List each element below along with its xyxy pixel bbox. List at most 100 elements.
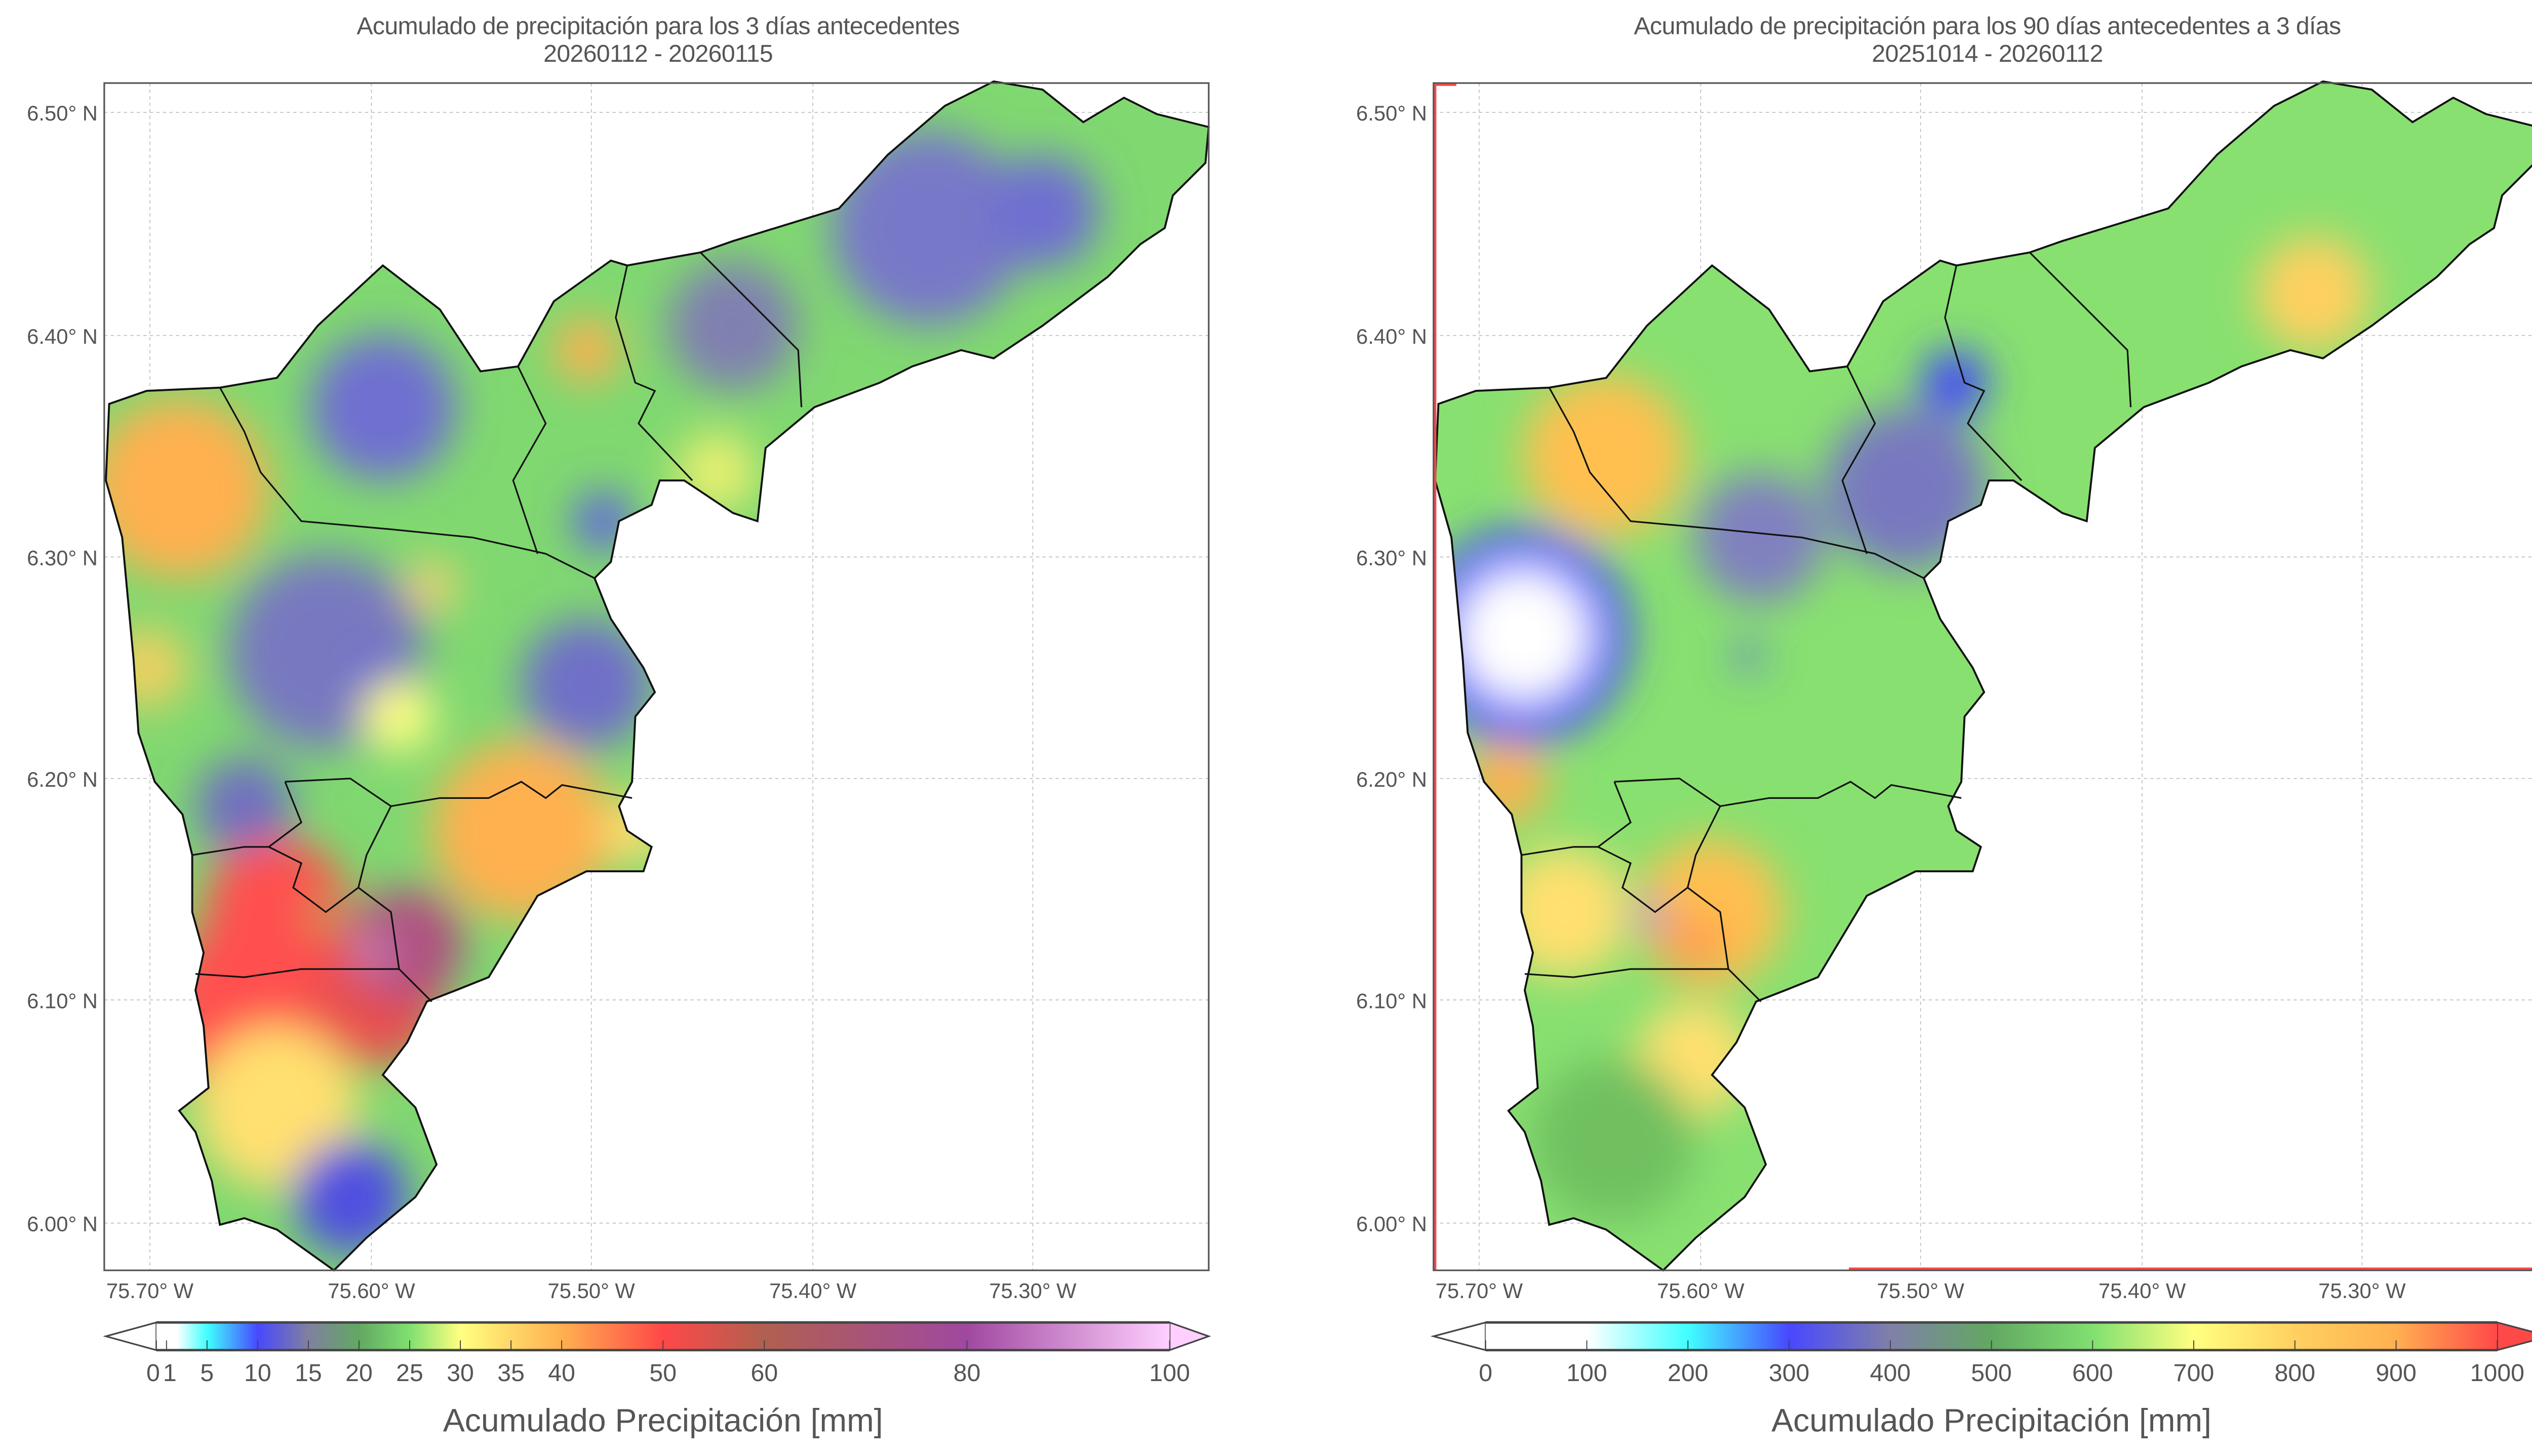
municipality-boundary (192, 846, 269, 856)
precip-cell (431, 741, 611, 920)
date-range: 20251014 - 20260112 (1872, 41, 2103, 69)
panel-left-title: Acumulado de precipitación para los 3 dí… (104, 13, 1212, 68)
colorbar-tick-label: 25 (396, 1359, 423, 1387)
lon-tick-label: 75.50° W (548, 1279, 636, 1303)
colorbar-tick-label: 1 (163, 1359, 177, 1387)
precip-cell (573, 492, 632, 551)
colorbar-extend-under (1430, 1321, 1487, 1351)
lon-tick-label: 75.60° W (328, 1279, 415, 1303)
lat-tick-label: 6.10° N (27, 989, 98, 1013)
precip-cell (676, 431, 758, 513)
region-outline (105, 80, 1210, 1272)
municipality-boundary (512, 366, 547, 554)
municipality-boundary (700, 252, 803, 408)
lon-tick-label: 75.40° W (769, 1279, 857, 1303)
precip-cell (830, 130, 1026, 326)
lat-tick-label: 6.50° N (27, 101, 98, 125)
colorbar-tick-label: 0 (1479, 1359, 1492, 1387)
precip-cell (603, 798, 668, 864)
lon-tick-label: 75.70° W (1436, 1279, 1523, 1303)
colorbar-tick-label: 60 (750, 1359, 778, 1387)
lon-tick-label: 75.30° W (2318, 1279, 2406, 1303)
colorbar-tick-label: 40 (548, 1359, 575, 1387)
colorbar-tick-label: 400 (1870, 1359, 1911, 1387)
municipality-boundary (1614, 778, 1722, 888)
lon-tick-label: 75.50° W (1877, 1279, 1964, 1303)
municipality-boundary (1521, 846, 1598, 856)
colorbar-tick-label: 20 (345, 1359, 373, 1387)
axes-frame (103, 82, 1210, 1271)
precip-cell (667, 260, 799, 391)
lat-tick-label: 6.10° N (1356, 989, 1427, 1013)
precip-cell (309, 334, 456, 481)
lon-tick-label: 75.60° W (1657, 1279, 1745, 1303)
precip-cell (195, 757, 294, 855)
colorbar-extend-over (1169, 1321, 1211, 1352)
precip-cell (1637, 902, 1664, 928)
colorbar-tick-label: 900 (2376, 1359, 2417, 1387)
colorbar-tick-label: 100 (1149, 1359, 1190, 1387)
lat-tick-label: 6.20° N (27, 767, 98, 791)
precip-field (1435, 83, 2532, 1271)
precip-cell (1466, 741, 1548, 823)
colorbar-tick-label: 10 (244, 1359, 271, 1387)
municipality-boundary (219, 387, 595, 579)
date-range: 20260112 - 20260115 (543, 41, 773, 69)
colorbar-label: Acumulado Precipitación [mm] (443, 1402, 883, 1439)
precip-cell (985, 154, 1100, 269)
colorbar-tick-label: 700 (2173, 1359, 2214, 1387)
axes-frame (1433, 82, 2532, 1271)
municipality-boundary (615, 265, 693, 481)
colorbar-tick-label: 50 (649, 1359, 677, 1387)
field-blobs (106, 130, 1100, 1255)
precip-cell (350, 887, 464, 1002)
colorbar-tick-label: 300 (1769, 1359, 1810, 1387)
colorbar-tick-label: 35 (497, 1359, 525, 1387)
precip-cell (407, 561, 456, 611)
municipality-boundary (2029, 252, 2132, 408)
municipality-boundary (267, 781, 432, 1002)
panel-right-title: Acumulado de precipitación para los 90 d… (1434, 13, 2532, 68)
precip-cell (1734, 643, 1761, 670)
precip-cell (2256, 236, 2370, 350)
precip-cell (1824, 407, 1988, 570)
municipality-boundary (1720, 781, 1962, 807)
precip-cell (195, 1026, 359, 1189)
municipality-boundary (1944, 265, 2023, 481)
colorbar-tick-label: 800 (2275, 1359, 2316, 1387)
municipality-boundary (1548, 387, 1924, 579)
precip-cell (1661, 912, 1727, 978)
colorbar-tick-label: 15 (295, 1359, 322, 1387)
colorbar-tick-label: 100 (1566, 1359, 1607, 1387)
colorbar-tick-label: 200 (1668, 1359, 1709, 1387)
precip-cell (1531, 1059, 1694, 1222)
municipality-boundary (285, 778, 392, 888)
colorbar-tick-label: 600 (2072, 1359, 2113, 1387)
map-panel-right: 75.70° W 75.60° W 75.50° W 75.40° W 75.30° W… (1356, 80, 2532, 1439)
lat-tick-label: 6.50° N (1356, 101, 1427, 125)
title-line: Acumulado de precipitación para los 3 dí… (357, 13, 960, 41)
colorbar: 0 100 200 300 400 500 600 700 800 900 1000 Acumulad… (1430, 1321, 2532, 1439)
precip-cell (1922, 350, 1988, 416)
precip-cell (106, 627, 187, 709)
lat-tick-label: 6.20° N (1356, 767, 1427, 791)
municipality-boundary (1524, 968, 1729, 978)
lon-tick-label: 75.70° W (106, 1279, 194, 1303)
colorbar-tick-label: 30 (447, 1359, 474, 1387)
lat-tick-label: 6.30° N (27, 546, 98, 570)
municipality-boundary (1841, 366, 1876, 554)
lat-tick-label: 6.00° N (1356, 1212, 1427, 1236)
lon-tick-label: 75.40° W (2099, 1279, 2186, 1303)
lon-tick-label: 75.30° W (989, 1279, 1077, 1303)
municipality-boundary (1596, 781, 1762, 1002)
precip-cell (553, 317, 619, 383)
lat-tick-label: 6.40° N (1356, 325, 1427, 348)
colorbar-extend-under (103, 1321, 157, 1352)
precip-cell (1694, 472, 1825, 603)
map-panel-left: 75.70° W 75.60° W 75.50° W 75.40° W 75.30° W… (27, 80, 1211, 1439)
colorbar-tick-label: 1000 (2470, 1359, 2524, 1387)
precip-cell (521, 619, 652, 749)
